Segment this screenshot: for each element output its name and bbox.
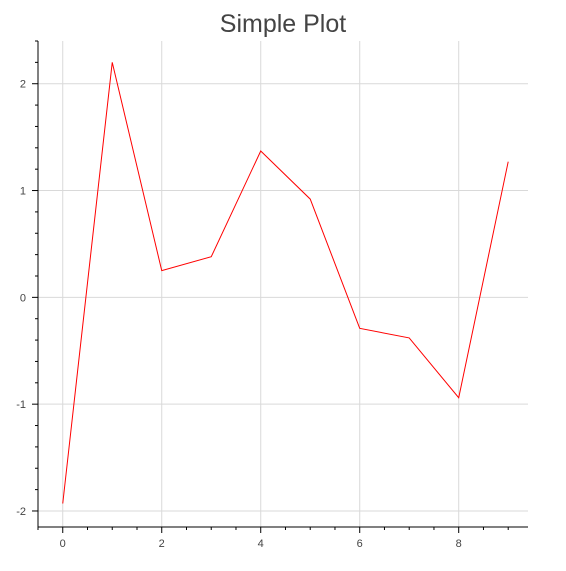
x-tick-label-0: 0 [60,538,66,550]
y-tick-label-0: -2 [16,506,26,518]
x-tick-label-3: 6 [357,538,363,550]
y-tick-label-3: 1 [20,186,26,198]
x-tick-label-1: 2 [159,538,165,550]
series-layer [63,62,508,503]
x-tick-label-2: 4 [258,538,264,550]
chart-title: Simple Plot [0,10,566,39]
x-tick-label-4: 8 [456,538,462,550]
grid [38,41,528,527]
y-tick-label-2: 0 [20,292,26,304]
y-tick-label-1: -1 [16,399,26,411]
series-line-0 [63,62,508,503]
y-tick-label-4: 2 [20,79,26,91]
tick-labels: 0 2 4 6 8 -2 -1 0 1 2 [16,79,462,550]
